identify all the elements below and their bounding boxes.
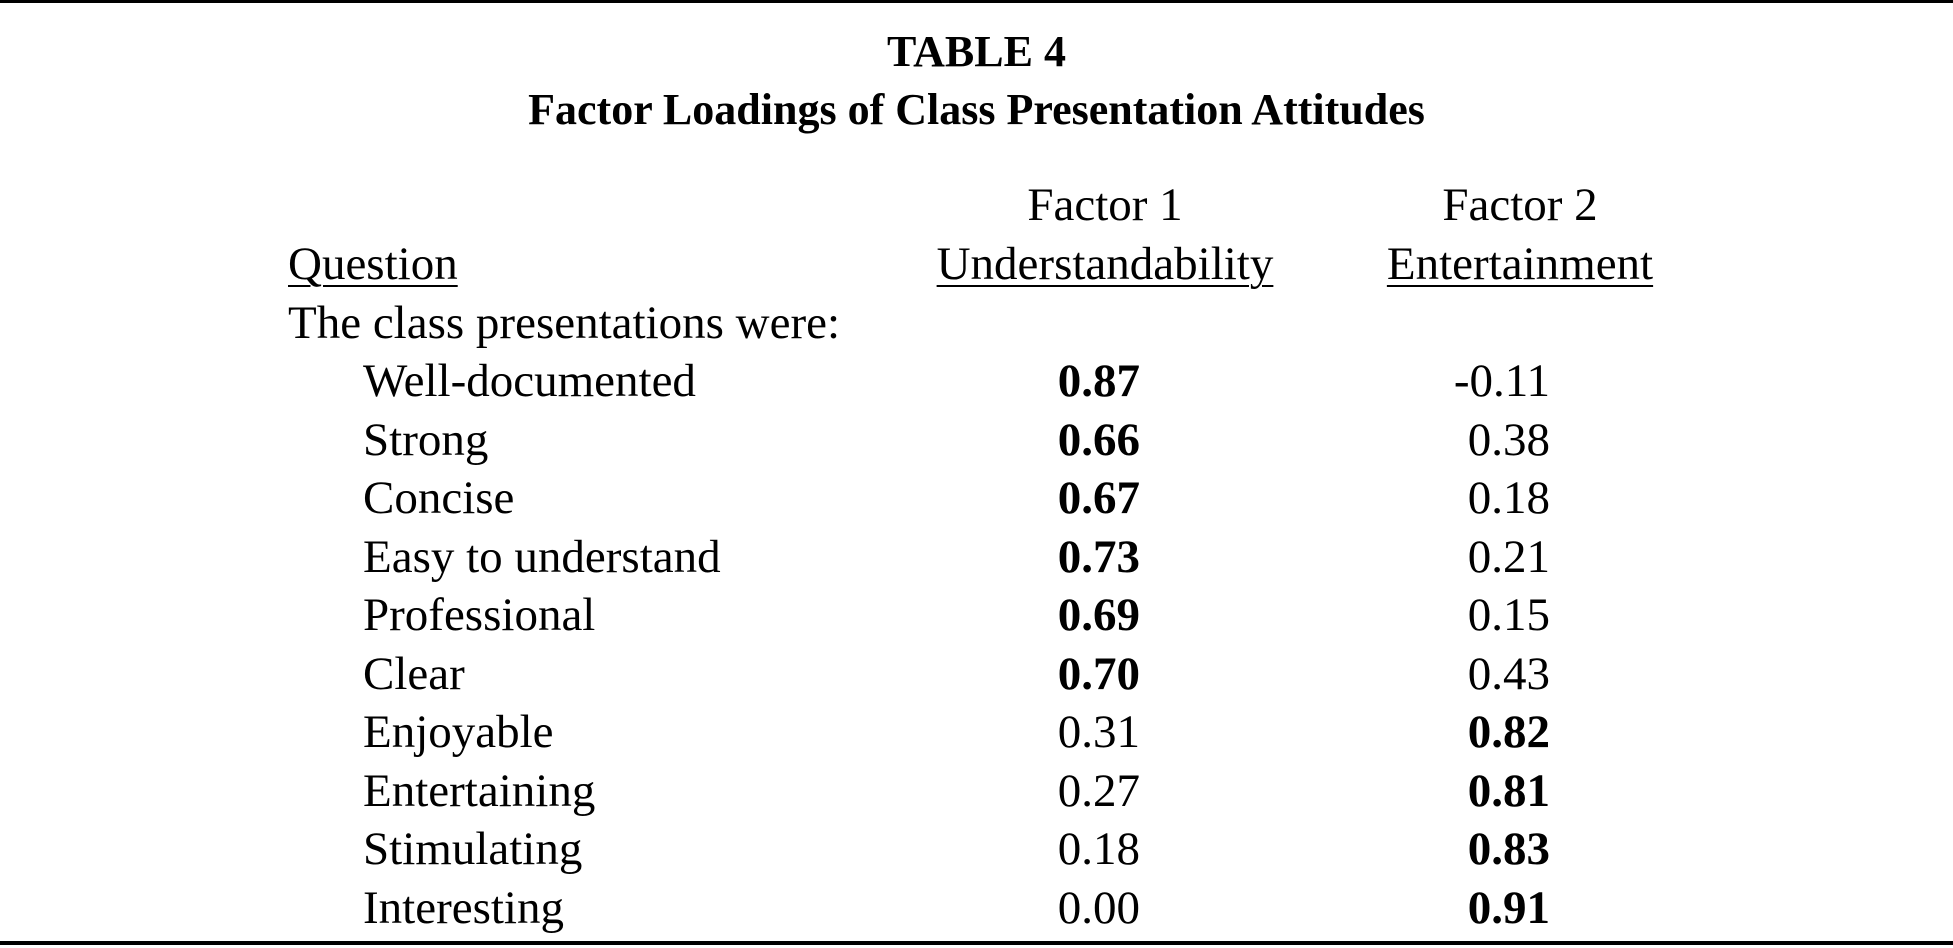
intro-text: The class presentations were: — [288, 297, 841, 349]
table-title: TABLE 4 — [887, 27, 1066, 76]
factor2-value: -0.11 — [1453, 355, 1550, 407]
row-label: Easy to understand — [363, 530, 721, 583]
factor2-value: 0.82 — [1467, 706, 1550, 758]
factor1-value: 0.87 — [1057, 355, 1140, 407]
factor2-header-line2: Entertainment — [1386, 238, 1654, 290]
factor2-value: 0.81 — [1467, 764, 1550, 817]
factor1-header-line1: Factor 1 — [1027, 179, 1183, 231]
question-header: Question — [288, 238, 458, 290]
row-label: Stimulating — [363, 823, 583, 875]
factor2-value: 0.38 — [1467, 413, 1550, 466]
factor2-value: 0.43 — [1467, 647, 1550, 700]
factor2-value: 0.83 — [1467, 823, 1550, 875]
row-label: Entertaining — [363, 764, 596, 817]
factor1-value: 0.69 — [1057, 589, 1140, 641]
row-label: Professional — [363, 589, 596, 641]
bottom-rule — [0, 941, 1953, 945]
factor2-value: 0.15 — [1467, 589, 1550, 641]
factor1-value: 0.73 — [1057, 530, 1140, 583]
factor1-value: 0.66 — [1057, 413, 1140, 466]
row-label: Concise — [363, 472, 515, 524]
factor2-header-line1: Factor 2 — [1442, 179, 1598, 231]
factor1-value: 0.67 — [1057, 472, 1140, 524]
factor1-header-line2: Understandability — [936, 238, 1274, 290]
row-label: Strong — [363, 413, 489, 466]
table-subtitle: Factor Loadings of Class Presentation At… — [528, 85, 1425, 134]
factor2-value: 0.21 — [1467, 530, 1550, 583]
factor1-value: 0.00 — [1057, 881, 1140, 934]
row-label: Clear — [363, 647, 465, 700]
row-label: Well-documented — [363, 355, 696, 407]
factor2-value: 0.91 — [1467, 881, 1550, 934]
factor1-value: 0.70 — [1057, 647, 1140, 700]
top-rule — [0, 0, 1953, 3]
factor1-value: 0.18 — [1057, 823, 1140, 875]
row-label: Enjoyable — [363, 706, 554, 758]
row-label: Interesting — [363, 881, 564, 934]
factor1-value: 0.31 — [1057, 706, 1140, 758]
factor1-value: 0.27 — [1057, 764, 1140, 817]
factor2-value: 0.18 — [1467, 472, 1550, 524]
